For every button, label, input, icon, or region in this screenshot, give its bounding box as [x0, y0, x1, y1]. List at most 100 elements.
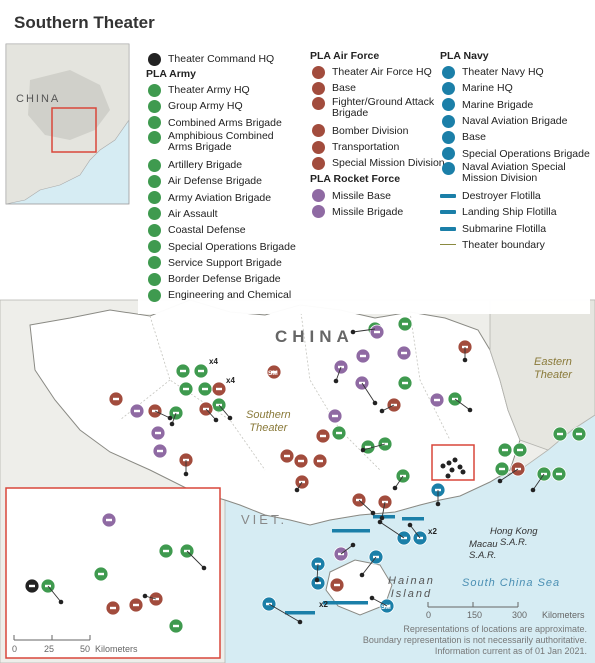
inset-scale-unit: Kilometers — [95, 644, 138, 654]
location-dot — [183, 471, 189, 477]
leader-line — [205, 408, 217, 421]
legend-label: Naval Aviation Brigade — [462, 115, 568, 128]
scale-tick-300: 300 — [512, 610, 528, 620]
eastern-theater-region — [489, 299, 595, 451]
leader-line — [532, 473, 545, 491]
legend-label: Engineering and Chemical — [168, 289, 292, 302]
legend-theater-hq: Theater Command HQ — [146, 51, 274, 67]
location-dot — [167, 415, 173, 421]
special-mission-icon — [310, 156, 326, 170]
hong-kong-location-dot — [449, 467, 455, 473]
legend-row-theater-navy-hq: Theater Navy HQ — [440, 64, 590, 80]
unit-glyph — [298, 459, 304, 463]
unit-glyph — [202, 387, 208, 391]
submarine-icon — [440, 222, 456, 236]
unit-glyph — [216, 387, 222, 391]
unit-glyph — [374, 330, 380, 334]
landing-ship-icon — [440, 205, 456, 219]
fighter-icon — [310, 97, 326, 111]
legend-row-artillery: Artillery Brigade — [146, 157, 296, 173]
note-boundary: Boundary representation is not necessari… — [362, 635, 587, 645]
location-dot — [497, 478, 503, 484]
transport-icon — [310, 140, 326, 154]
marine-hq-icon — [440, 81, 456, 95]
missile-brigade-icon — [310, 205, 326, 219]
unit-glyph — [106, 518, 112, 522]
legend-army-heading: PLA Army — [146, 68, 196, 80]
unit-glyph — [502, 448, 508, 452]
unit-glyph — [499, 467, 505, 471]
legend-row-group-army-hq: Group Army HQ — [146, 98, 296, 114]
unit-glyph — [317, 459, 323, 463]
vietnam-label: VIET. — [241, 512, 288, 527]
unit-glyph — [365, 445, 371, 449]
legend-row-coastal-defense: Coastal Defense — [146, 222, 296, 238]
leader-lines — [47, 328, 545, 625]
legend-label: Border Defense Brigade — [168, 273, 281, 286]
leader-line — [358, 499, 374, 514]
unit-glyph — [556, 472, 562, 476]
service-support-icon — [146, 256, 162, 270]
legend-label: Special Mission Division — [332, 157, 445, 170]
legend-airforce: PLA Air Force Theater Air Force HQ Base Fi… — [310, 50, 452, 220]
unit-glyph — [198, 369, 204, 373]
combined-arms-icon — [146, 116, 162, 130]
leader-line — [340, 544, 354, 555]
missile-base-icon — [310, 189, 326, 203]
legend-label: Submarine Flotilla — [462, 222, 547, 235]
location-dot — [169, 421, 175, 427]
unit-glyph — [183, 387, 189, 391]
legend-label: Marine Brigade — [462, 98, 534, 111]
leader-line — [186, 550, 205, 569]
legend-label: Landing Ship Flotilla — [462, 206, 557, 219]
location-dot — [462, 357, 468, 363]
boundary-line-icon — [440, 238, 456, 252]
unit-glyph — [284, 454, 290, 458]
legend-row-fighter: Fighter/Ground Attack Brigade — [310, 95, 452, 123]
map-title: Southern Theater — [14, 13, 155, 32]
legend-label: Naval Aviation Special Mission Division — [462, 160, 566, 184]
unit-glyph — [134, 409, 140, 413]
legend-label: Theater boundary — [462, 238, 545, 251]
unit-glyph — [401, 351, 407, 355]
legend-row-missile-base: Missile Base — [310, 187, 452, 203]
eastern-theater-label: Eastern Theater — [534, 356, 572, 381]
leader-line — [394, 475, 404, 489]
legend-row-engineering: Engineering and Chemical — [146, 287, 296, 303]
unit-glyph — [29, 584, 35, 588]
army-aviation-icon — [146, 191, 162, 205]
legend-label: Service Support Brigade — [168, 256, 282, 269]
naval-aviation-icon — [440, 114, 456, 128]
legend-row-transport: Transportation — [310, 139, 452, 155]
leader-line — [335, 366, 342, 382]
legend-label: Army Aviation Brigade — [168, 191, 272, 204]
unit-glyph — [434, 398, 440, 402]
legend-label: Bomber Division — [332, 124, 409, 137]
air-base-icon — [310, 81, 326, 95]
location-dot — [370, 510, 376, 516]
legend-row-naval-base: Base — [440, 129, 590, 145]
unit-glyph — [332, 414, 338, 418]
group-army-hq-icon — [146, 99, 162, 113]
scale-unit: Kilometers — [542, 610, 585, 620]
inset-tick-0: 0 — [12, 644, 18, 654]
legend-row-marine-hq: Marine HQ — [440, 80, 590, 96]
unit-glyph — [155, 431, 161, 435]
legend-row-special-ops: Special Operations Brigade — [146, 238, 296, 254]
legend-navy: PLA Navy Theater Navy HQ Marine HQ Marine … — [440, 50, 590, 253]
legend-label: Coastal Defense — [168, 224, 246, 237]
leader-line — [454, 398, 471, 411]
location-dot — [350, 542, 356, 548]
legend-label: Fighter/Ground Attack Brigade — [332, 95, 435, 119]
legend-row-theater-army-hq: Theater Army HQ — [146, 82, 296, 98]
china-label: CHINA — [275, 327, 354, 346]
legend-airforce-heading: PLA Air Force — [310, 50, 380, 62]
unit-glyph — [360, 354, 366, 358]
theater-af-hq-icon — [310, 65, 326, 79]
flotilla-ship-icon — [323, 601, 368, 605]
unit-glyph — [517, 448, 523, 452]
legend-row-amphibious: Amphibious Combined Arms Brigade — [146, 130, 296, 157]
leader-line — [379, 521, 405, 539]
inset-scale-bar — [13, 635, 91, 641]
hong-kong-location-dot — [445, 473, 451, 479]
